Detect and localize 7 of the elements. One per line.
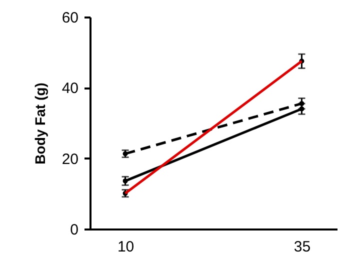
x-tick-label: 10	[117, 238, 134, 256]
y-axis-title: Body Fat (g)	[32, 82, 48, 164]
y-tick-label: 60	[62, 10, 78, 26]
y-tick-label: 20	[62, 150, 78, 168]
x-tick-label: 35	[294, 238, 311, 256]
y-tick-label: 40	[62, 80, 78, 98]
y-tick-label: 0	[70, 222, 78, 238]
